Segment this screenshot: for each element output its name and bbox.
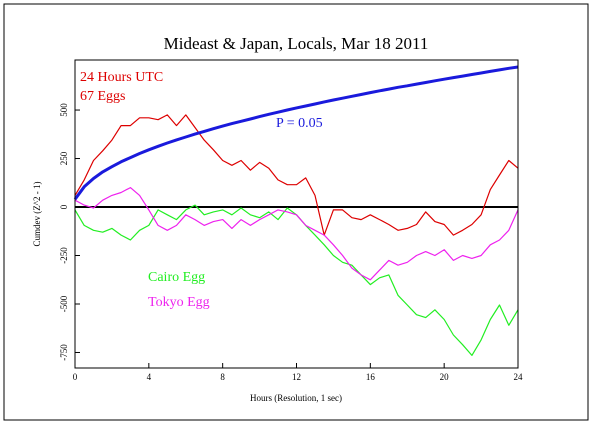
y-tick-label: 0 bbox=[59, 204, 69, 209]
annotation: 24 Hours UTC bbox=[80, 70, 163, 85]
plot-frame bbox=[74, 59, 519, 369]
series-line bbox=[74, 114, 519, 236]
series-line bbox=[74, 204, 519, 356]
x-axis-label: Hours (Resolution, 1 sec) bbox=[250, 393, 342, 403]
x-tick-label: 16 bbox=[366, 372, 376, 382]
y-tick-label: -250 bbox=[59, 247, 69, 264]
series-label: Cairo Egg bbox=[148, 270, 205, 285]
x-tick-label: 0 bbox=[73, 372, 78, 382]
chart-title: Mideast & Japan, Locals, Mar 18 2011 bbox=[164, 34, 429, 53]
x-tick-label: 20 bbox=[440, 372, 450, 382]
y-tick-label: 250 bbox=[59, 151, 69, 165]
series-label: Tokyo Egg bbox=[148, 295, 210, 310]
series-line bbox=[74, 187, 519, 281]
annotation: 67 Eggs bbox=[80, 89, 126, 104]
y-tick-label: 500 bbox=[59, 103, 69, 117]
y-axis-label: Cumdev (Z^2 - 1) bbox=[32, 182, 42, 247]
x-tick-label: 8 bbox=[220, 372, 225, 382]
x-tick-label: 24 bbox=[514, 372, 524, 382]
x-tick-label: 4 bbox=[147, 372, 152, 382]
x-tick-label: 12 bbox=[292, 372, 301, 382]
series-line bbox=[73, 65, 519, 201]
outer-frame bbox=[3, 3, 589, 421]
y-tick-label: -750 bbox=[59, 344, 69, 361]
series-label: P = 0.05 bbox=[276, 116, 323, 131]
y-tick-label: -500 bbox=[59, 295, 69, 312]
